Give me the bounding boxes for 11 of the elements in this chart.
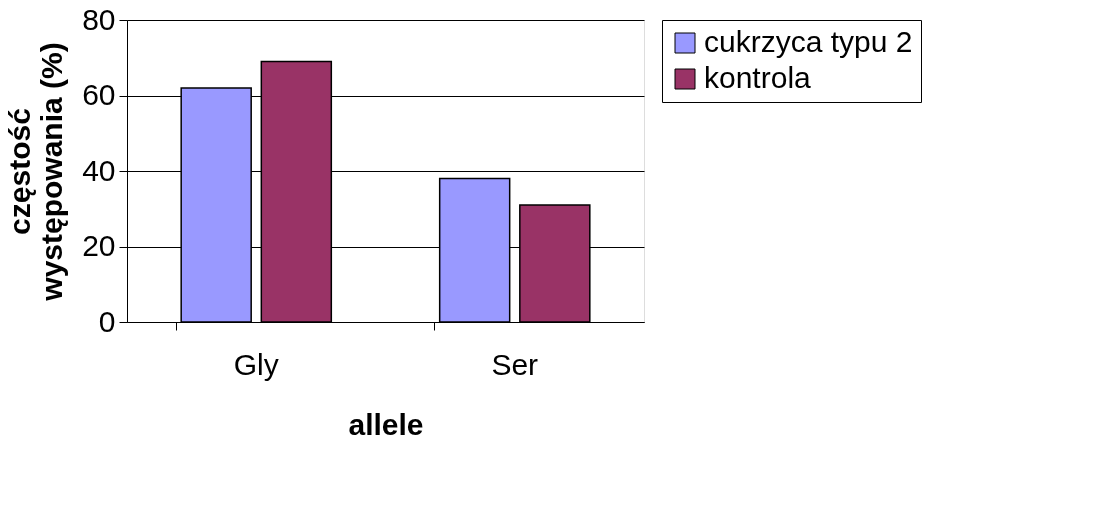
y-tick-label: 40 [82,153,116,187]
y-axis-title: częstość występowania (%) [3,42,69,302]
x-tick-label: Gly [233,347,279,381]
y-tick-label: 20 [82,229,116,262]
y-tick-label: 80 [82,2,116,36]
y-tick-label: 60 [82,78,116,111]
x-tick-label: Ser [491,347,539,381]
x-axis-title: allele [348,407,424,441]
y-tick-label: 0 [98,304,116,338]
legend-label: kontrola [704,61,812,94]
legend-label: cukrzyca typu 2 [704,25,913,58]
